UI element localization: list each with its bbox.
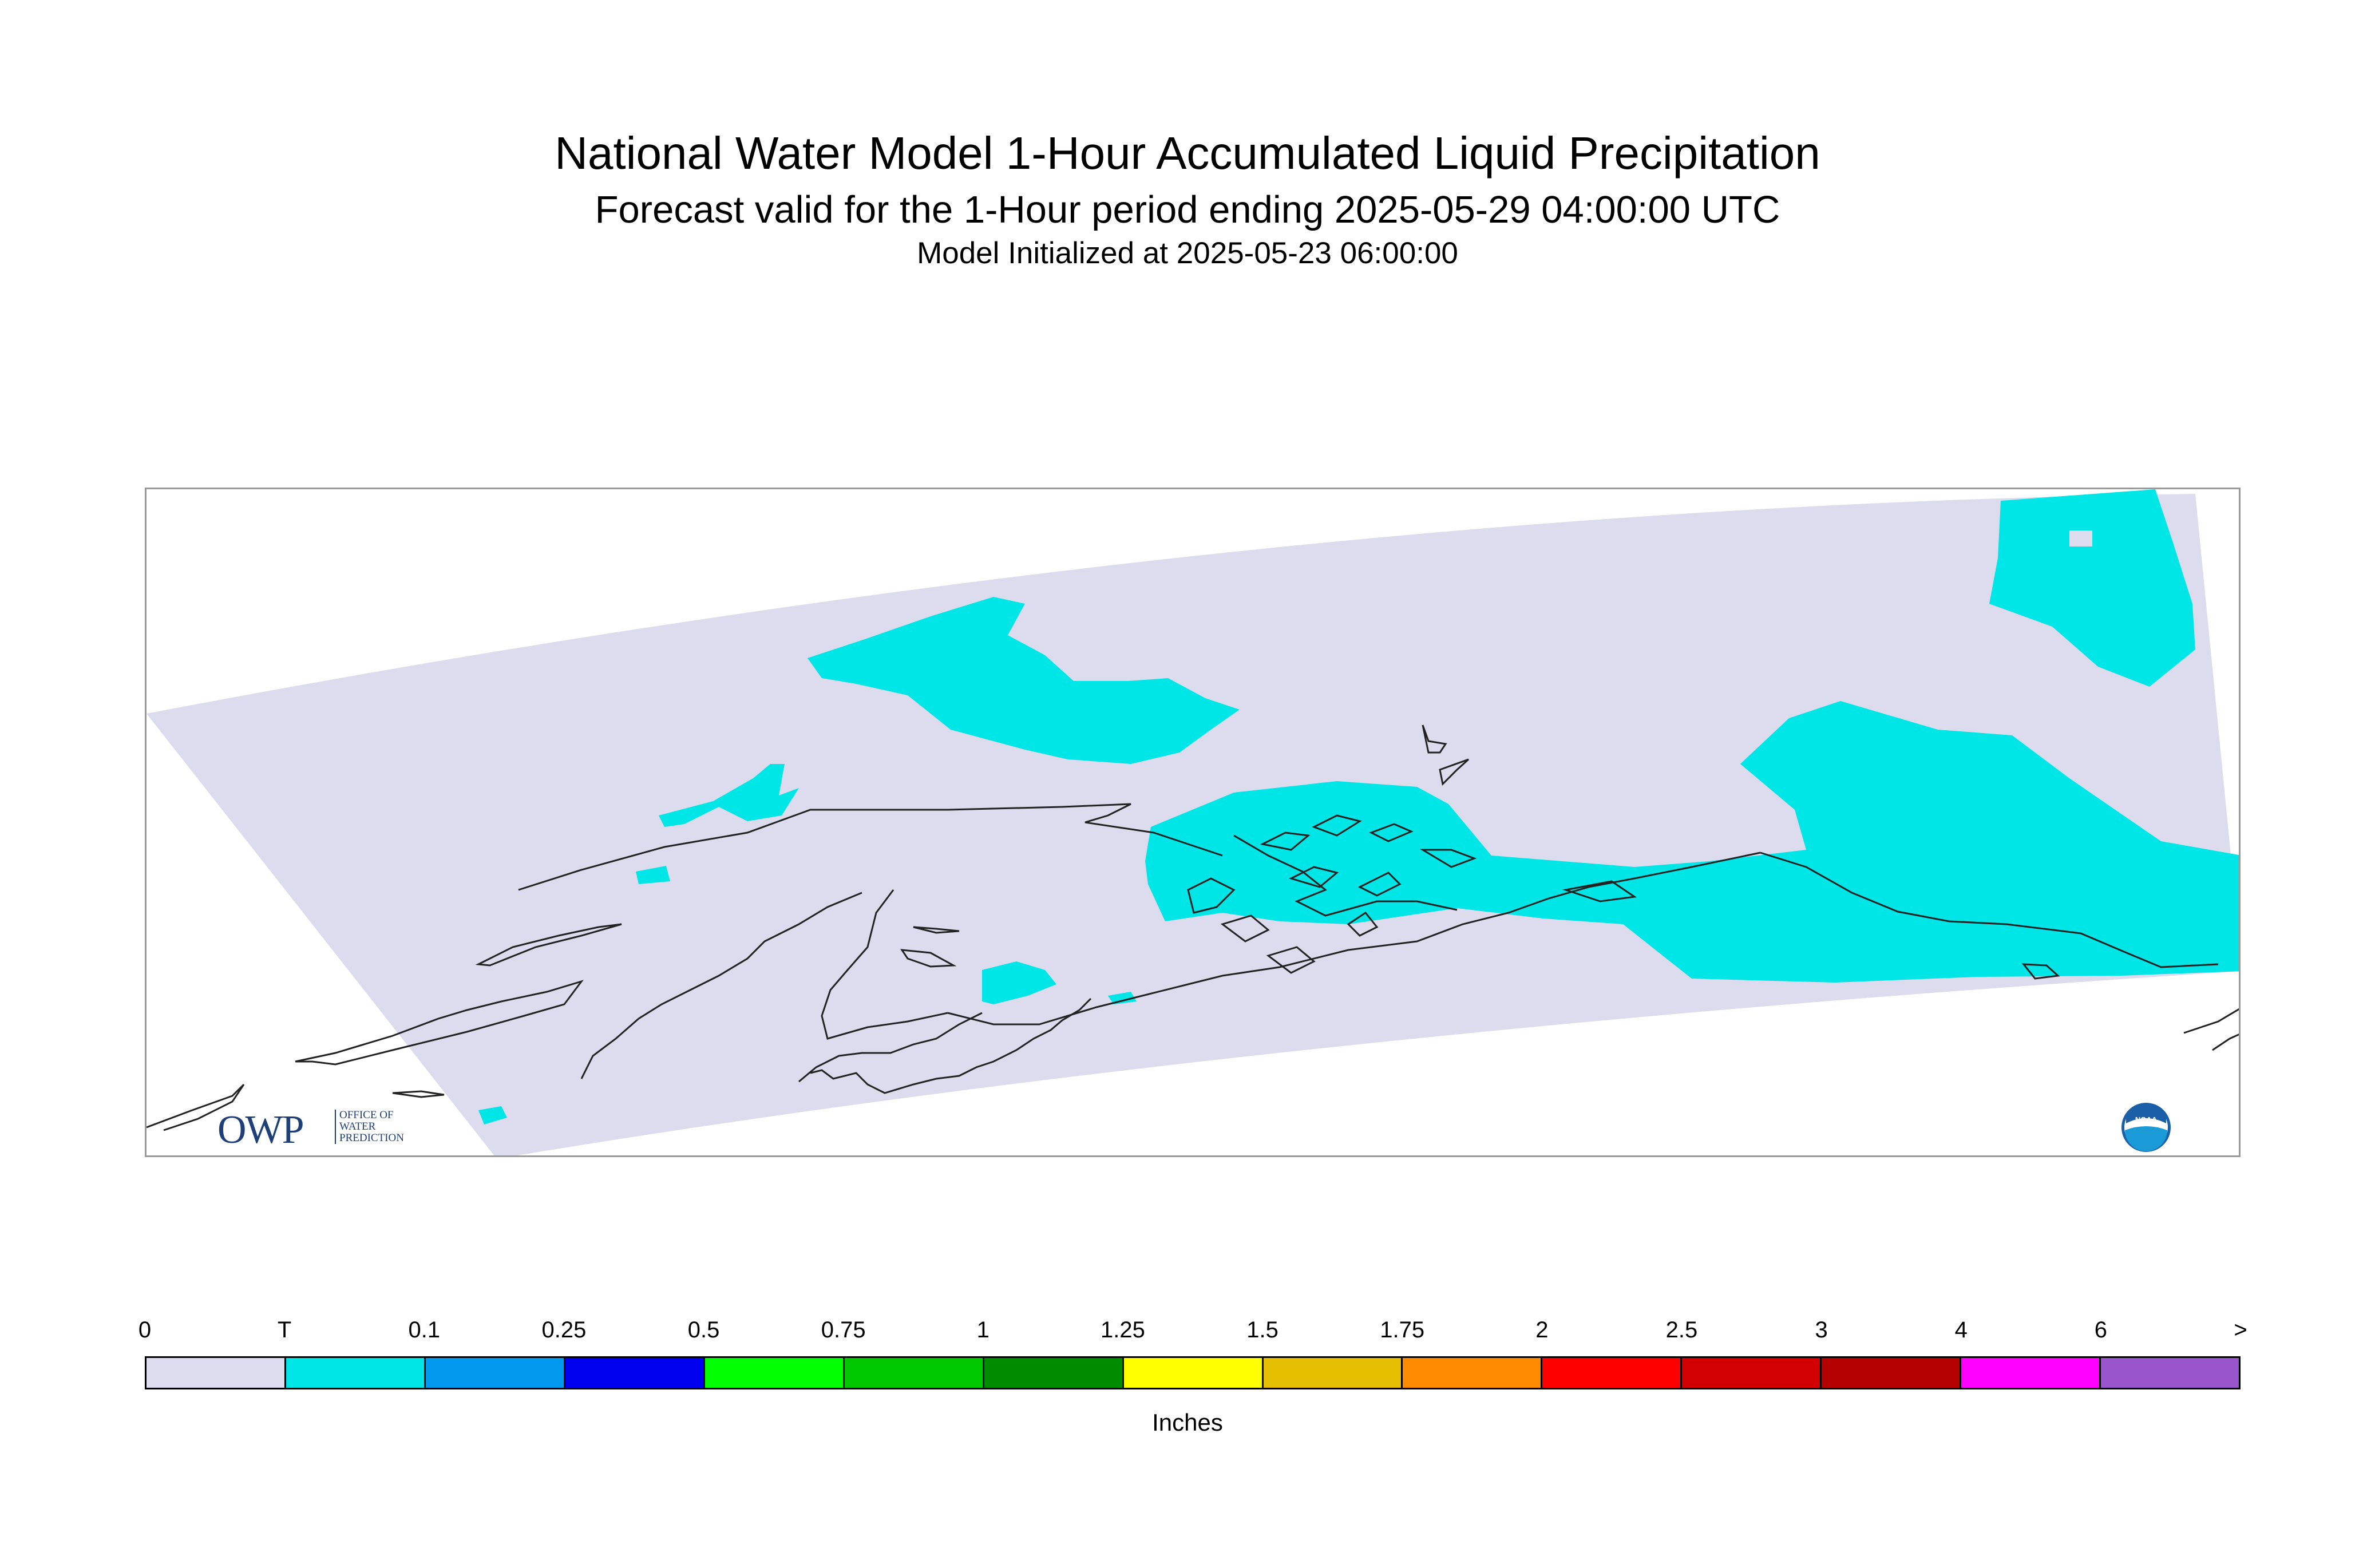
owp-logo-letters: OWP <box>217 1108 304 1152</box>
legend-tick-label: 1.75 <box>1380 1317 1425 1343</box>
precip-hole <box>2069 530 2092 547</box>
legend-swatch-10 <box>1542 1358 1683 1388</box>
legend-tick-label: > <box>2234 1317 2247 1343</box>
owp-logo: OWP OFFICE OF WATER PREDICTION <box>217 1107 429 1153</box>
legend-swatch-9 <box>1403 1358 1543 1388</box>
legend-tick-label: 1.5 <box>1246 1317 1278 1343</box>
legend-units: Inches <box>1152 1409 1223 1436</box>
owp-text-line-3: PREDICTION <box>339 1132 404 1144</box>
legend-tick-label: T <box>277 1317 292 1343</box>
legend-swatch-0 <box>147 1358 286 1388</box>
precip-area-northeast-fill <box>1989 489 2195 687</box>
precip-area-peninsula <box>982 961 1056 1004</box>
legend-tick-label: 0.25 <box>541 1317 587 1343</box>
legend-tick-label: 3 <box>1815 1317 1828 1343</box>
owp-text-line-2: WATER <box>339 1120 376 1133</box>
legend-swatch-7 <box>1123 1358 1264 1388</box>
owp-logo-text: OFFICE OF WATER PREDICTION <box>335 1110 404 1144</box>
legend-tick-label: 0.75 <box>821 1317 866 1343</box>
legend-swatch-5 <box>844 1358 984 1388</box>
legend-tick-label: 0 <box>138 1317 152 1343</box>
legend-swatch-6 <box>984 1358 1124 1388</box>
precip-area-small-2 <box>478 1106 507 1124</box>
precip-area-small-1 <box>636 866 670 884</box>
legend-swatch-13 <box>1961 1358 2101 1388</box>
map-canvas <box>147 489 2239 1155</box>
precipitation-map <box>145 488 2241 1157</box>
color-legend <box>145 1356 2241 1389</box>
precip-area-west <box>659 764 799 827</box>
coastline <box>147 724 2239 1131</box>
legend-swatch-3 <box>565 1358 705 1388</box>
precip-area-small-3 <box>1108 992 1137 1004</box>
noaa-logo: NOAA <box>2121 1103 2171 1152</box>
precip-area-north-central <box>808 597 1240 764</box>
legend-tick-label: 1.25 <box>1100 1317 1145 1343</box>
legend-swatch-8 <box>1263 1358 1403 1388</box>
legend-tick-label: 0.1 <box>408 1317 441 1343</box>
noaa-text: NOAA <box>2135 1115 2158 1124</box>
legend-swatch-14 <box>2101 1358 2239 1388</box>
legend-swatch-2 <box>425 1358 565 1388</box>
legend-swatch-4 <box>704 1358 845 1388</box>
legend-tick-label: 0.5 <box>687 1317 720 1343</box>
legend-tick-label: 4 <box>1954 1317 1968 1343</box>
legend-tick-label: 6 <box>2094 1317 2107 1343</box>
legend-swatch-12 <box>1822 1358 1962 1388</box>
legend-swatch-11 <box>1682 1358 1822 1388</box>
legend-tick-label: 2.5 <box>1665 1317 1698 1343</box>
legend-tick-label: 2 <box>1535 1317 1549 1343</box>
map-title: National Water Model 1-Hour Accumulated … <box>555 128 1820 179</box>
legend-swatch-1 <box>286 1358 426 1388</box>
precip-area-south-central <box>1145 701 2239 983</box>
model-init-time: Model Initialized at 2025-05-23 06:00:00 <box>917 236 1458 270</box>
map-subtitle: Forecast valid for the 1-Hour period end… <box>595 188 1780 231</box>
legend-tick-label: 1 <box>976 1317 989 1343</box>
owp-text-line-1: OFFICE OF <box>339 1109 394 1121</box>
